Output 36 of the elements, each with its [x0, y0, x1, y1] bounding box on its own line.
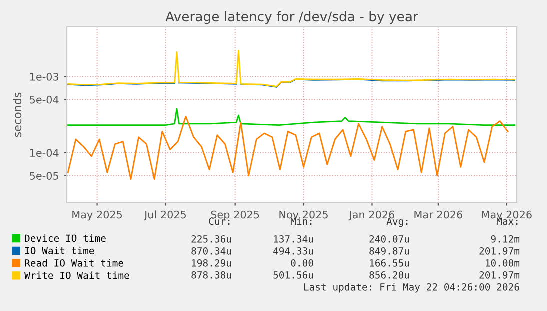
text: 10.00m [486, 259, 520, 267]
y-tick-label: 5e-05 [30, 172, 58, 180]
text: 870.34u [192, 247, 232, 255]
text: 494.33u [274, 247, 314, 255]
text: Min: [290, 218, 312, 225]
x-tick-label: Nov 2025 [280, 210, 328, 219]
y-tick-label: 1e-03 [30, 72, 59, 81]
legend-label: Write IO Wait time [24, 272, 130, 280]
line-series [67, 108, 516, 126]
text: Last update: Fri May 22 04:26:00 2026 [304, 283, 520, 293]
text: 856.20u [370, 271, 410, 279]
text: 501.56u [274, 271, 314, 279]
y-axis-title: seconds [13, 92, 22, 138]
text: 166.55u [370, 259, 410, 267]
text: 240.07u [370, 235, 410, 243]
text: 9.12m [491, 235, 520, 243]
text: Avg: [386, 218, 408, 228]
y-tick-label: 1e-04 [30, 149, 59, 158]
text: 201.97m [480, 247, 520, 255]
text: 849.87u [370, 247, 410, 255]
text: 198.29u [192, 259, 232, 267]
chart-title: Average latency for /dev/sda - by year [166, 11, 418, 24]
line-series [67, 50, 516, 88]
text: 137.34u [274, 235, 314, 243]
text: 225.36u [192, 235, 232, 243]
legend-label: IO Wait time [25, 246, 94, 254]
y-tick-label: 5e-04 [30, 96, 59, 104]
x-tick-label: Jul 2025 [144, 210, 186, 221]
text: 0.00 [291, 259, 314, 267]
text: 201.97m [480, 271, 520, 279]
text: 878.38u [192, 271, 232, 279]
legend-label: Device IO time [25, 234, 106, 242]
line-series [67, 116, 509, 180]
legend-label: Read IO Wait time [25, 259, 124, 267]
x-tick-label: May 2025 [72, 210, 122, 221]
x-tick-label: Mar 2026 [414, 210, 463, 219]
